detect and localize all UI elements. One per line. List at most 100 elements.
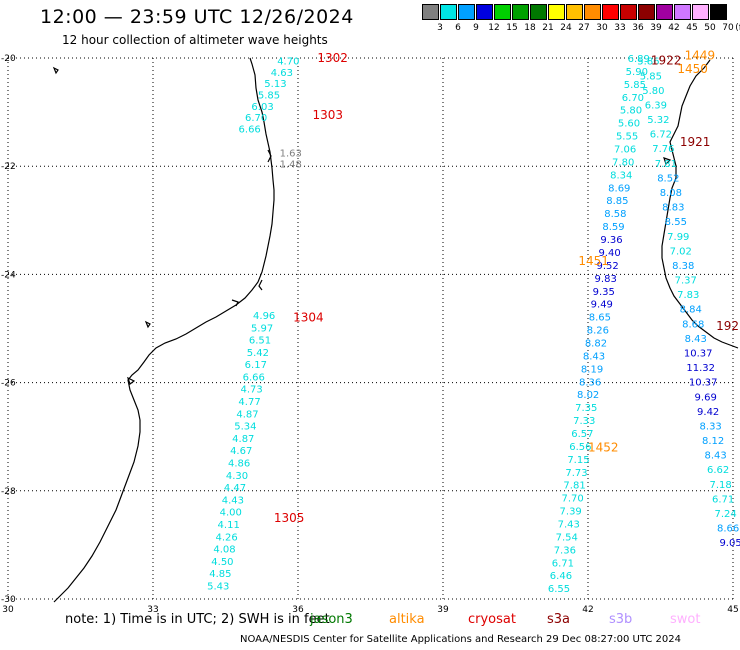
- wave-height-label: 7.35: [575, 403, 597, 414]
- satellite-name-cryosat: cryosat: [468, 612, 516, 627]
- legend-label: 24: [560, 23, 572, 33]
- wave-height-label: 5.13: [264, 79, 286, 90]
- lon-tick-label: 30: [2, 605, 14, 615]
- wave-height-label: 4.77: [238, 397, 260, 408]
- satellite-name-s3a: s3a: [547, 612, 571, 627]
- wave-height-label: 6.70: [245, 113, 267, 124]
- wave-height-label: 4.30: [226, 471, 248, 482]
- pass-time-label: 1450: [677, 62, 708, 76]
- wave-height-label: 9.42: [697, 407, 719, 418]
- wave-height-label: 7.70: [561, 494, 583, 505]
- legend-label: 9: [473, 23, 479, 33]
- pass-time-label: 1303: [313, 108, 344, 122]
- legend-swatch: [602, 4, 619, 20]
- wave-height-label: 7.15: [567, 455, 589, 466]
- legend-label: 33: [614, 23, 626, 33]
- wave-height-label: 7.81: [655, 159, 677, 170]
- wave-height-label: 11.32: [686, 363, 715, 374]
- legend-swatch: [710, 4, 727, 20]
- legend-swatch: [620, 4, 637, 20]
- lat-tick-label: -22: [1, 162, 16, 172]
- pass-time-label: 1304: [293, 311, 324, 325]
- lat-tick-label: -24: [1, 270, 16, 280]
- map-title: 12:00 — 23:59 UTC 12/26/2024: [40, 6, 354, 28]
- legend-swatch: [530, 4, 547, 20]
- wave-height-label: 8.02: [577, 390, 599, 401]
- wave-height-label: 7.36: [554, 545, 576, 556]
- wave-height-label: 7.43: [558, 520, 580, 531]
- pass-time-label: 1452: [588, 441, 619, 455]
- wave-height-label: 7.81: [563, 481, 585, 492]
- wave-height-label: 8.69: [608, 183, 630, 194]
- wave-height-label: 8.52: [657, 173, 679, 184]
- pass-time-label: 1451: [578, 254, 609, 268]
- wave-height-label: 9.49: [591, 300, 613, 311]
- legend-swatch: [458, 4, 475, 20]
- wave-height-label: 5.85: [624, 80, 646, 91]
- wave-height-label: 4.00: [220, 508, 242, 519]
- legend-label: 27: [578, 23, 590, 33]
- wave-height-label: 9.83: [595, 274, 617, 285]
- wave-height-label: 5.80: [642, 86, 664, 97]
- lat-tick-label: -20: [1, 54, 16, 64]
- legend-swatch: [440, 4, 457, 20]
- wave-height-label: 5.86: [637, 57, 659, 68]
- wave-height-label: 8.85: [606, 196, 628, 207]
- wave-height-label: 8.82: [585, 338, 607, 349]
- wave-height-label: 8.38: [672, 261, 694, 272]
- wave-height-label: 7.02: [670, 246, 692, 257]
- wave-height-label: 6.71: [712, 494, 734, 505]
- legend-label: 45: [686, 23, 698, 33]
- wave-height-label: 4.43: [222, 495, 244, 506]
- wave-height-label: 7.83: [677, 290, 699, 301]
- wave-height-label: 8.43: [583, 351, 605, 362]
- wave-height-label: 1.48: [280, 159, 302, 170]
- legend-swatch: [656, 4, 673, 20]
- wave-height-label: 8.19: [581, 364, 603, 375]
- wave-height-label: 7.73: [565, 468, 587, 479]
- wave-height-label: 6.89: [628, 54, 650, 65]
- pass-time-label: 1305: [274, 511, 305, 525]
- legend-swatch: [692, 4, 709, 20]
- wave-height-label: 4.26: [215, 532, 237, 543]
- wave-height-label: 5.60: [618, 119, 640, 130]
- wave-height-label: 8.43: [705, 451, 727, 462]
- wave-height-label: 8.68: [682, 319, 704, 330]
- wave-height-label: 9.35: [593, 287, 615, 298]
- legend-swatch: [638, 4, 655, 20]
- wave-height-label: 8.66: [717, 524, 739, 535]
- wave-height-label: 7.18: [709, 480, 731, 491]
- map-subtitle: 12 hour collection of altimeter wave hei…: [62, 33, 328, 47]
- lat-tick-label: -26: [1, 379, 16, 389]
- wave-height-label: 4.50: [211, 557, 233, 568]
- legend-swatch: [494, 4, 511, 20]
- wave-height-label: 9.05: [719, 538, 740, 549]
- wave-height-label: 6.71: [552, 558, 574, 569]
- wave-height-label: 7.54: [556, 532, 578, 543]
- wave-height-label: 4.73: [241, 385, 263, 396]
- footer-note: note: 1) Time is in UTC; 2) SWH is in fe…: [65, 612, 330, 627]
- satellite-name-jason3: jason3: [310, 612, 353, 627]
- wave-height-label: 4.86: [228, 459, 250, 470]
- wave-height-label: 4.47: [224, 483, 246, 494]
- wave-height-label: 6.55: [548, 584, 570, 595]
- wave-height-label: 8.58: [604, 209, 626, 220]
- wave-height-label: 7.76: [652, 144, 674, 155]
- legend-label: 50: [704, 23, 716, 33]
- wave-height-label: 5.55: [616, 132, 638, 143]
- wave-height-label: 4.87: [232, 434, 254, 445]
- wave-height-label: 6.72: [650, 130, 672, 141]
- legend-label: 42: [668, 23, 680, 33]
- wave-height-label: 5.85: [258, 91, 280, 102]
- wave-height-label: 7.80: [612, 157, 634, 168]
- legend-label: 30: [596, 23, 608, 33]
- wave-height-label: 5.34: [234, 422, 256, 433]
- legend-swatch: [512, 4, 529, 20]
- legend-label: 39: [650, 23, 662, 33]
- pass-time-label: 1922: [651, 54, 682, 68]
- pass-time-label: 1302: [317, 51, 348, 65]
- wave-height-label: 8.08: [660, 188, 682, 199]
- legend-label: 3: [437, 23, 443, 33]
- wave-height-label: 9.52: [596, 261, 618, 272]
